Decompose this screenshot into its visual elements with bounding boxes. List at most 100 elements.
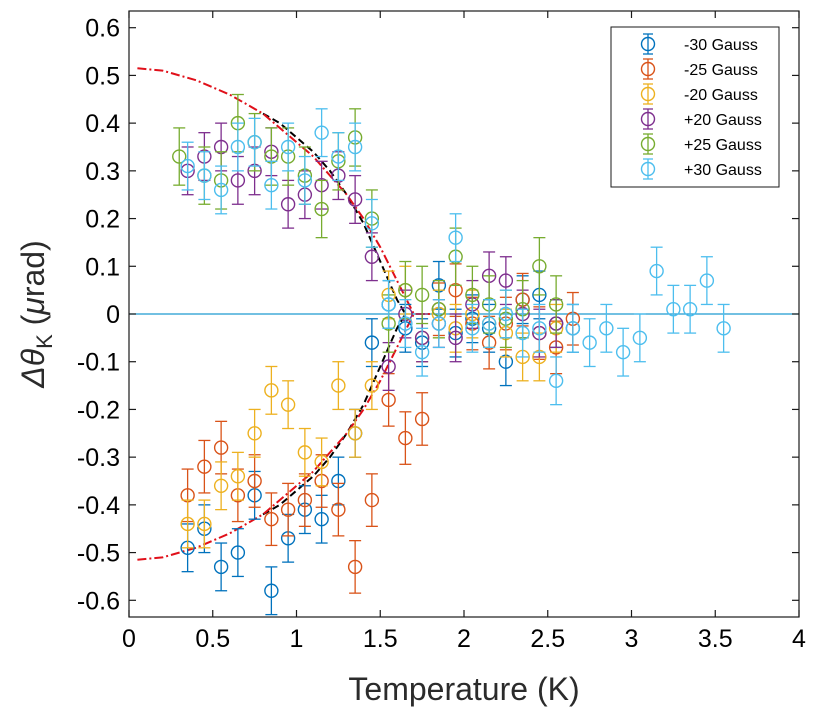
data-point <box>699 273 715 288</box>
data-point <box>213 182 229 198</box>
data-point <box>280 139 296 155</box>
y-axis-label-subscript: K <box>32 334 57 349</box>
data-point <box>230 139 246 155</box>
data-point <box>180 158 195 174</box>
legend-label: -20 Gauss <box>684 87 758 104</box>
data-point <box>716 321 731 336</box>
data-point <box>297 173 313 188</box>
y-axis-label-unit: rad) <box>15 240 51 297</box>
data-point <box>666 302 681 317</box>
y-tick-label: 0.2 <box>85 206 120 234</box>
data-point <box>498 273 514 288</box>
red-dash-dot-fit-upper <box>137 67 431 315</box>
y-tick-label: -0.1 <box>77 349 120 377</box>
data-point <box>532 259 547 274</box>
x-axis-label: Temperature (K) <box>348 671 579 707</box>
data-point <box>280 197 296 212</box>
data-point <box>230 469 246 484</box>
y-tick-label: -0.4 <box>77 492 120 520</box>
data-point <box>213 478 229 493</box>
data-point <box>331 378 346 393</box>
x-tick-label: 2 <box>457 625 471 653</box>
data-point <box>197 168 212 183</box>
data-point <box>247 473 262 489</box>
data-point <box>381 297 396 312</box>
data-point <box>398 282 413 298</box>
legend-label: -30 Gauss <box>684 37 758 54</box>
data-point <box>280 502 296 517</box>
data-point <box>448 230 463 245</box>
data-point <box>548 373 564 389</box>
data-point <box>331 502 346 517</box>
x-tick-label: 1.5 <box>363 625 398 653</box>
data-point <box>297 492 313 508</box>
data-point <box>481 316 497 331</box>
legend-label: -25 Gauss <box>684 62 758 79</box>
data-point <box>264 583 279 598</box>
data-point <box>565 321 581 336</box>
y-tick-label: 0 <box>106 301 120 329</box>
legend-box <box>610 26 780 188</box>
data-point <box>599 321 614 336</box>
y-tick-label: -0.3 <box>77 444 120 472</box>
data-point <box>247 426 262 441</box>
legend-entry: +20 Gauss <box>640 108 762 130</box>
legend-entry: -20 Gauss <box>640 83 758 105</box>
data-point <box>364 492 380 508</box>
data-point <box>364 335 380 350</box>
data-point <box>498 306 514 322</box>
legend-label: +30 Gauss <box>684 162 762 179</box>
y-tick-label: -0.6 <box>77 587 120 615</box>
data-point <box>247 135 262 150</box>
legend-marker <box>640 86 656 102</box>
legend-marker <box>640 111 656 127</box>
x-tick-label: 3 <box>625 625 639 653</box>
data-point <box>465 287 480 303</box>
red-dash-dot-fit-lower <box>137 313 431 561</box>
x-tick-label: 2.5 <box>530 625 565 653</box>
y-axis-label-mu: μ <box>15 297 51 316</box>
data-point <box>314 125 329 140</box>
data-point <box>582 335 597 350</box>
y-tick-label: 0.6 <box>85 15 120 43</box>
legend-marker <box>640 161 656 177</box>
data-point <box>431 316 447 331</box>
data-point <box>347 559 363 575</box>
data-point <box>197 459 212 474</box>
legend-label: +25 Gauss <box>684 137 762 154</box>
data-point <box>347 426 363 441</box>
data-point <box>448 330 463 346</box>
series-30-Gauss <box>180 108 731 406</box>
x-tick-label: 0 <box>122 625 136 653</box>
data-point <box>381 392 396 408</box>
data-point <box>414 287 430 303</box>
data-point <box>264 511 279 527</box>
data-point <box>331 149 346 164</box>
x-tick-label: 3.5 <box>698 625 733 653</box>
legend-marker <box>640 136 656 152</box>
data-point <box>347 139 363 155</box>
x-tick-label: 0.5 <box>195 625 230 653</box>
x-tick-label: 1 <box>290 625 304 653</box>
data-point <box>264 177 279 193</box>
data-point <box>213 559 229 575</box>
data-point <box>364 378 380 393</box>
legend-marker <box>640 36 656 52</box>
y-tick-label: -0.2 <box>77 396 120 424</box>
y-axis-label: ΔθK (μrad) <box>15 240 57 389</box>
data-point <box>548 297 564 312</box>
data-point <box>398 316 413 331</box>
x-tick-label: 4 <box>792 625 806 653</box>
data-point <box>280 397 296 412</box>
data-point <box>180 516 195 532</box>
legend-label: +20 Gauss <box>684 112 762 129</box>
data-point <box>364 216 380 231</box>
data-point <box>264 383 279 398</box>
y-tick-label: 0.3 <box>85 158 120 186</box>
data-point <box>314 201 329 217</box>
data-point <box>615 344 631 360</box>
legend-entry: +30 Gauss <box>640 158 762 180</box>
y-tick-label: 0.5 <box>85 62 120 90</box>
y-tick-label: -0.5 <box>77 540 120 568</box>
